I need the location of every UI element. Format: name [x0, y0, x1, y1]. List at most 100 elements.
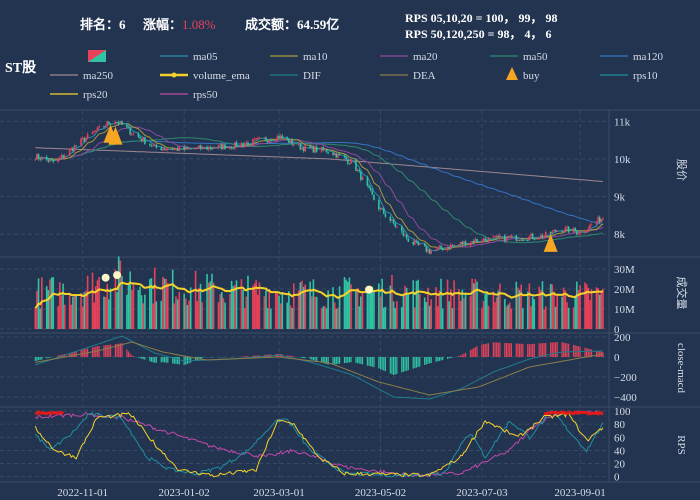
macd-hist-bar — [165, 357, 167, 363]
candle-body — [220, 144, 223, 150]
macd-hist-bar — [522, 343, 524, 357]
candle-body — [189, 148, 192, 150]
candle-body — [597, 217, 599, 222]
volume-bar — [93, 302, 95, 329]
volume-bar — [150, 278, 153, 329]
legend-label-rps10: rps10 — [633, 70, 658, 82]
candle-body — [104, 125, 107, 127]
candle-body — [414, 240, 416, 245]
volume-signal-dot — [113, 271, 122, 280]
candle-body — [407, 238, 410, 242]
volume-bar — [301, 280, 303, 329]
volume-bar — [556, 294, 558, 329]
candle-body — [463, 241, 465, 245]
candle-body — [62, 155, 64, 158]
legend-dot — [171, 72, 177, 78]
volume-bar — [566, 302, 568, 329]
macd-hist-bar — [427, 357, 429, 364]
legend-item-ma250[interactable]: ma250 — [50, 70, 113, 82]
volume-bar — [80, 293, 82, 329]
volume-bar — [52, 277, 55, 329]
legend-item-rps10[interactable]: rps10 — [600, 70, 658, 82]
candle-body — [217, 144, 220, 148]
volume-bar — [322, 306, 325, 329]
candle-body — [587, 228, 590, 231]
macd-hist-bar — [568, 343, 570, 357]
legend-item-ma50[interactable]: ma50 — [490, 51, 548, 63]
volume-bar — [139, 286, 141, 329]
volume-bar — [137, 289, 140, 329]
candle-body — [252, 138, 254, 146]
volume-bar — [299, 282, 302, 329]
macd-hist-bar — [69, 352, 71, 357]
legend-item-ma20[interactable]: ma20 — [380, 51, 438, 63]
volume-bar — [279, 303, 282, 329]
candle-body — [232, 148, 235, 150]
candle-body — [556, 230, 558, 232]
macd-hist-bar — [288, 355, 290, 357]
volume-bar — [396, 301, 398, 329]
macd-hist-bar — [572, 344, 575, 357]
macd-hist-bar — [37, 357, 40, 361]
tick-label-price: 9k — [614, 192, 626, 204]
macd-hist-bar — [458, 355, 460, 357]
legend-item-buy[interactable]: buy — [506, 67, 540, 82]
legend-item-ma120[interactable]: ma120 — [600, 51, 663, 63]
volume-signal-dot — [101, 273, 110, 282]
legend-item-ma10[interactable]: ma10 — [270, 51, 328, 63]
candle-body — [335, 153, 338, 158]
candle-body — [402, 231, 405, 236]
legend-item-DEA[interactable]: DEA — [380, 70, 436, 82]
candle-body — [412, 241, 415, 245]
rps-high-highlight — [34, 410, 65, 416]
candle-body — [396, 226, 398, 228]
macd-hist-bar — [584, 347, 586, 357]
macd-hist-bar — [334, 357, 336, 365]
candle-body — [83, 138, 86, 142]
candle-body — [522, 239, 524, 241]
candle-body — [440, 245, 442, 249]
legend-candle-swatch[interactable] — [88, 50, 106, 62]
macd-hist-bar — [532, 343, 534, 357]
candle-body — [436, 247, 439, 250]
candle-body — [201, 146, 203, 149]
volume-bar — [587, 287, 590, 329]
macd-hist-bar — [368, 357, 370, 366]
candle-body — [322, 147, 325, 151]
legend-item-rps20[interactable]: rps20 — [50, 89, 108, 101]
macd-hist-bar — [528, 344, 530, 357]
macd-hist-bar — [461, 354, 463, 357]
candle-body — [278, 135, 280, 139]
volume-bar — [292, 283, 295, 329]
candle-body — [162, 148, 164, 151]
candle-body — [549, 231, 552, 234]
volume-bar — [384, 306, 387, 329]
macd-hist-bar — [46, 357, 48, 359]
macd-hist-bar — [515, 343, 517, 357]
candle-body — [297, 143, 300, 145]
macd-hist-bar — [320, 357, 323, 363]
candle-body — [324, 149, 326, 151]
volume-bar — [373, 291, 375, 329]
candle-body — [360, 171, 362, 180]
legend-item-DIF[interactable]: DIF — [270, 70, 321, 82]
candle-body — [41, 156, 43, 160]
volume-bar — [173, 303, 176, 329]
legend-item-volume_ema[interactable]: volume_ema — [160, 70, 250, 82]
volume-bar — [274, 291, 277, 329]
candle-body — [194, 148, 197, 150]
macd-hist-bar — [255, 355, 257, 357]
candle-body — [520, 239, 522, 241]
volume-bar — [81, 306, 84, 329]
legend-item-rps50[interactable]: rps50 — [160, 89, 218, 101]
volume-bar — [232, 286, 235, 329]
series-rps10 — [34, 410, 604, 478]
volume-bar — [487, 305, 490, 329]
macd-hist-bar — [131, 355, 133, 357]
macd-hist-bar — [366, 357, 369, 366]
macd-hist-bar — [378, 357, 380, 369]
legend-item-ma05[interactable]: ma05 — [160, 51, 218, 63]
candle-body — [507, 236, 509, 238]
volume-bar — [371, 286, 374, 329]
candle-body — [49, 159, 51, 162]
